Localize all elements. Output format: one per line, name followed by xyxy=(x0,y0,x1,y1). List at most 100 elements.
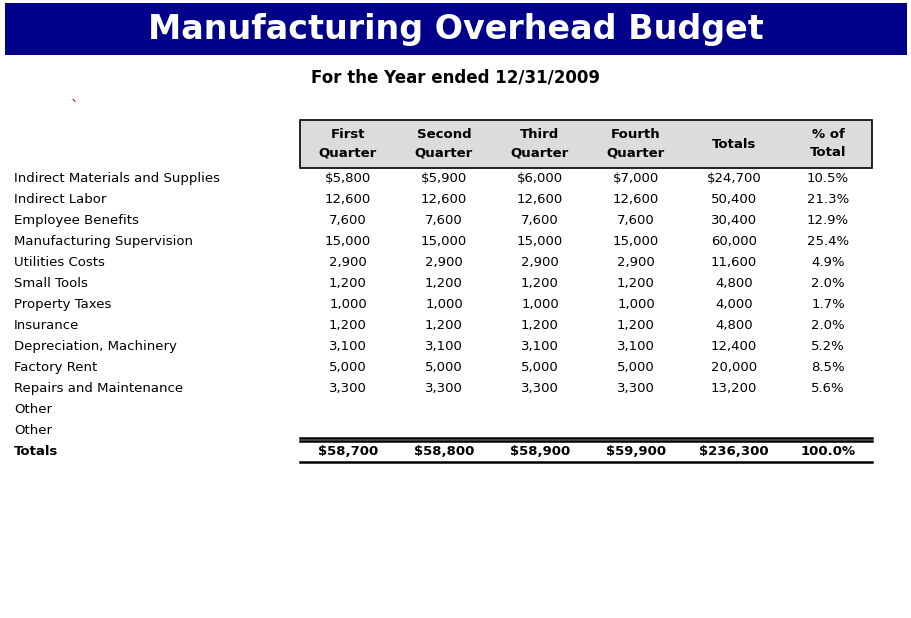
Text: Totals: Totals xyxy=(711,137,755,151)
Text: 3,300: 3,300 xyxy=(425,382,463,395)
Text: 5.2%: 5.2% xyxy=(810,340,844,353)
Text: $59,900: $59,900 xyxy=(605,445,665,458)
Text: 11,600: 11,600 xyxy=(710,256,756,269)
Text: $236,300: $236,300 xyxy=(699,445,768,458)
Text: 7,600: 7,600 xyxy=(329,214,366,227)
Text: 15,000: 15,000 xyxy=(517,235,562,248)
Text: Other: Other xyxy=(14,424,52,437)
Text: 2,900: 2,900 xyxy=(329,256,366,269)
Text: 2,900: 2,900 xyxy=(617,256,654,269)
Text: Quarter: Quarter xyxy=(510,146,568,159)
Text: Factory Rent: Factory Rent xyxy=(14,361,97,374)
Text: 15,000: 15,000 xyxy=(324,235,371,248)
Text: Manufacturing Supervision: Manufacturing Supervision xyxy=(14,235,193,248)
Text: 12.9%: 12.9% xyxy=(806,214,848,227)
Text: `: ` xyxy=(71,101,78,116)
Text: 5,000: 5,000 xyxy=(520,361,558,374)
Text: $58,800: $58,800 xyxy=(414,445,474,458)
Text: 3,100: 3,100 xyxy=(617,340,654,353)
Text: 4.9%: 4.9% xyxy=(811,256,844,269)
Text: 2,900: 2,900 xyxy=(520,256,558,269)
Text: Other: Other xyxy=(14,403,52,416)
Text: Third: Third xyxy=(520,129,559,142)
Text: 3,300: 3,300 xyxy=(617,382,654,395)
Text: 1,000: 1,000 xyxy=(617,298,654,311)
Text: 5,000: 5,000 xyxy=(617,361,654,374)
Text: 12,600: 12,600 xyxy=(612,193,659,206)
Text: 20,000: 20,000 xyxy=(711,361,756,374)
Text: 1,200: 1,200 xyxy=(520,319,558,332)
Text: 1,200: 1,200 xyxy=(425,277,463,290)
Text: 1,200: 1,200 xyxy=(617,319,654,332)
Text: 1,200: 1,200 xyxy=(329,277,366,290)
Text: 25.4%: 25.4% xyxy=(806,235,848,248)
Text: 1,200: 1,200 xyxy=(425,319,463,332)
Text: 3,100: 3,100 xyxy=(425,340,463,353)
Text: $7,000: $7,000 xyxy=(612,172,659,185)
Text: 60,000: 60,000 xyxy=(711,235,756,248)
Text: 1,200: 1,200 xyxy=(520,277,558,290)
Text: Small Tools: Small Tools xyxy=(14,277,87,290)
FancyBboxPatch shape xyxy=(5,3,906,55)
Text: 1,000: 1,000 xyxy=(329,298,366,311)
Text: 4,800: 4,800 xyxy=(714,277,752,290)
Text: 2.0%: 2.0% xyxy=(810,319,844,332)
Text: 15,000: 15,000 xyxy=(420,235,466,248)
Text: 2.0%: 2.0% xyxy=(810,277,844,290)
Text: 8.5%: 8.5% xyxy=(810,361,844,374)
Text: 12,600: 12,600 xyxy=(517,193,562,206)
Text: 3,100: 3,100 xyxy=(329,340,366,353)
Text: Fourth: Fourth xyxy=(610,129,660,142)
Text: 5.6%: 5.6% xyxy=(810,382,844,395)
Text: Manufacturing Overhead Budget: Manufacturing Overhead Budget xyxy=(148,12,763,46)
Text: 7,600: 7,600 xyxy=(425,214,463,227)
Text: 5,000: 5,000 xyxy=(425,361,463,374)
Text: Second: Second xyxy=(416,129,471,142)
Text: 12,400: 12,400 xyxy=(710,340,756,353)
Text: 13,200: 13,200 xyxy=(710,382,756,395)
Text: Quarter: Quarter xyxy=(415,146,473,159)
Text: 12,600: 12,600 xyxy=(420,193,466,206)
Text: 12,600: 12,600 xyxy=(324,193,371,206)
Text: 1,000: 1,000 xyxy=(425,298,463,311)
Text: $6,000: $6,000 xyxy=(517,172,562,185)
Text: 1,200: 1,200 xyxy=(329,319,366,332)
Text: Property Taxes: Property Taxes xyxy=(14,298,111,311)
Text: Employee Benefits: Employee Benefits xyxy=(14,214,138,227)
Text: Indirect Materials and Supplies: Indirect Materials and Supplies xyxy=(14,172,220,185)
Text: Insurance: Insurance xyxy=(14,319,79,332)
Text: 10.5%: 10.5% xyxy=(806,172,848,185)
Text: Total: Total xyxy=(809,146,845,159)
Text: Quarter: Quarter xyxy=(606,146,664,159)
Text: 7,600: 7,600 xyxy=(617,214,654,227)
Text: Repairs and Maintenance: Repairs and Maintenance xyxy=(14,382,183,395)
Text: Utilities Costs: Utilities Costs xyxy=(14,256,105,269)
Text: 2,900: 2,900 xyxy=(425,256,463,269)
Text: 5,000: 5,000 xyxy=(329,361,366,374)
Text: 50,400: 50,400 xyxy=(711,193,756,206)
Text: $24,700: $24,700 xyxy=(706,172,761,185)
Text: 1.7%: 1.7% xyxy=(810,298,844,311)
Text: Indirect Labor: Indirect Labor xyxy=(14,193,107,206)
Text: $58,700: $58,700 xyxy=(318,445,378,458)
Text: 15,000: 15,000 xyxy=(612,235,659,248)
Text: 4,800: 4,800 xyxy=(714,319,752,332)
Text: 4,000: 4,000 xyxy=(714,298,752,311)
Text: 7,600: 7,600 xyxy=(520,214,558,227)
Text: 100.0%: 100.0% xyxy=(800,445,855,458)
Text: $5,900: $5,900 xyxy=(420,172,466,185)
FancyBboxPatch shape xyxy=(300,120,871,168)
Text: Totals: Totals xyxy=(14,445,58,458)
Text: Quarter: Quarter xyxy=(319,146,377,159)
Text: 3,300: 3,300 xyxy=(520,382,558,395)
Text: % of: % of xyxy=(811,129,844,142)
Text: First: First xyxy=(331,129,364,142)
Text: Depreciation, Machinery: Depreciation, Machinery xyxy=(14,340,177,353)
Text: $58,900: $58,900 xyxy=(509,445,569,458)
Text: 21.3%: 21.3% xyxy=(806,193,848,206)
Text: $5,800: $5,800 xyxy=(324,172,371,185)
Text: 1,000: 1,000 xyxy=(520,298,558,311)
Text: 3,300: 3,300 xyxy=(329,382,366,395)
Text: For the Year ended 12/31/2009: For the Year ended 12/31/2009 xyxy=(312,69,599,87)
Text: 3,100: 3,100 xyxy=(520,340,558,353)
